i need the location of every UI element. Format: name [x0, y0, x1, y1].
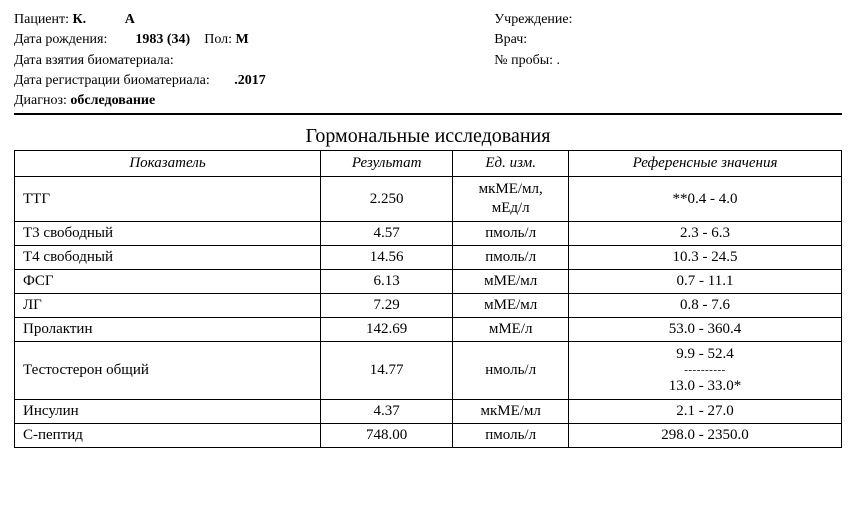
lab-report: Пациент: К. А Дата рождения: 1983 (34) П…	[14, 10, 842, 448]
diagnosis-label: Диагноз:	[14, 93, 70, 108]
reg-date-value: .2017	[234, 73, 266, 88]
table-body: ТТГ2.250мкМЕ/мл,мЕд/л**0.4 - 4.0Т3 свобо…	[15, 177, 842, 448]
table-row: С-пептид748.00пмоль/л298.0 - 2350.0	[15, 424, 842, 448]
cell-result: 4.37	[320, 400, 452, 424]
cell-name: ЛГ	[15, 293, 321, 317]
cell-unit: мкМЕ/мл	[453, 400, 569, 424]
patient-label: Пациент:	[14, 12, 73, 27]
cell-name: Т4 свободный	[15, 245, 321, 269]
cell-reference: **0.4 - 4.0	[569, 177, 842, 222]
cell-result: 142.69	[320, 317, 452, 341]
cell-unit: пмоль/л	[453, 245, 569, 269]
col-name: Показатель	[15, 151, 321, 177]
cell-name: Т3 свободный	[15, 221, 321, 245]
cell-reference: 9.9 - 52.4----------13.0 - 33.0*	[569, 341, 842, 399]
cell-unit: мМЕ/мл	[453, 293, 569, 317]
sex-label: Пол:	[204, 32, 235, 47]
institution-label: Учреждение:	[494, 12, 572, 27]
cell-reference: 0.8 - 7.6	[569, 293, 842, 317]
table-header-row: Показатель Результат Ед. изм. Референсны…	[15, 151, 842, 177]
header-block: Пациент: К. А Дата рождения: 1983 (34) П…	[14, 10, 842, 125]
patient-value-1: К.	[73, 12, 87, 27]
cell-unit: мкМЕ/мл,мЕд/л	[453, 177, 569, 222]
cell-name: С-пептид	[15, 424, 321, 448]
col-result: Результат	[320, 151, 452, 177]
dob-value: 1983 (34)	[135, 32, 190, 47]
cell-name: ТТГ	[15, 177, 321, 222]
header-right: Учреждение: Врач: № пробы: .	[494, 10, 842, 91]
cell-reference: 53.0 - 360.4	[569, 317, 842, 341]
sample-date-label: Дата взятия биоматериала:	[14, 53, 174, 68]
cell-result: 2.250	[320, 177, 452, 222]
cell-reference: 0.7 - 11.1	[569, 269, 842, 293]
institution-line: Учреждение:	[494, 10, 842, 30]
cell-reference: 2.1 - 27.0	[569, 400, 842, 424]
cell-name: Пролактин	[15, 317, 321, 341]
col-unit: Ед. изм.	[453, 151, 569, 177]
reg-date-label: Дата регистрации биоматериала:	[14, 73, 210, 88]
table-row: Пролактин142.69мМЕ/л53.0 - 360.4	[15, 317, 842, 341]
doctor-line: Врач:	[494, 30, 842, 50]
table-row: Т3 свободный4.57пмоль/л2.3 - 6.3	[15, 221, 842, 245]
diagnosis-line: Диагноз: обследование	[14, 91, 842, 115]
cell-name: Тестостерон общий	[15, 341, 321, 399]
cell-result: 7.29	[320, 293, 452, 317]
cell-reference: 2.3 - 6.3	[569, 221, 842, 245]
cell-result: 14.56	[320, 245, 452, 269]
cell-result: 14.77	[320, 341, 452, 399]
sample-no-label: № пробы: .	[494, 53, 560, 68]
sample-date-line: Дата взятия биоматериала:	[14, 51, 494, 71]
table-row: ЛГ7.29мМЕ/мл0.8 - 7.6	[15, 293, 842, 317]
table-row: Т4 свободный14.56пмоль/л10.3 - 24.5	[15, 245, 842, 269]
reg-date-line: Дата регистрации биоматериала: .2017	[14, 71, 494, 91]
table-row: Тестостерон общий14.77нмоль/л9.9 - 52.4-…	[15, 341, 842, 399]
cell-name: Инсулин	[15, 400, 321, 424]
cell-name: ФСГ	[15, 269, 321, 293]
cell-unit: мМЕ/л	[453, 317, 569, 341]
lab-table: Показатель Результат Ед. изм. Референсны…	[14, 150, 842, 448]
col-reference: Референсные значения	[569, 151, 842, 177]
section-title: Гормональные исследования	[14, 125, 842, 150]
patient-line: Пациент: К. А	[14, 10, 494, 30]
sex-value: М	[236, 32, 249, 47]
cell-unit: пмоль/л	[453, 221, 569, 245]
cell-result: 4.57	[320, 221, 452, 245]
table-row: ФСГ6.13мМЕ/мл0.7 - 11.1	[15, 269, 842, 293]
cell-reference: 298.0 - 2350.0	[569, 424, 842, 448]
cell-unit: пмоль/л	[453, 424, 569, 448]
dob-line: Дата рождения: 1983 (34) Пол: М	[14, 30, 494, 50]
dob-label: Дата рождения:	[14, 32, 107, 47]
cell-reference: 10.3 - 24.5	[569, 245, 842, 269]
diagnosis-value: обследование	[70, 93, 155, 108]
doctor-label: Врач:	[494, 32, 527, 47]
table-row: ТТГ2.250мкМЕ/мл,мЕд/л**0.4 - 4.0	[15, 177, 842, 222]
cell-result: 748.00	[320, 424, 452, 448]
table-row: Инсулин4.37мкМЕ/мл2.1 - 27.0	[15, 400, 842, 424]
cell-unit: мМЕ/мл	[453, 269, 569, 293]
cell-unit: нмоль/л	[453, 341, 569, 399]
sample-no-line: № пробы: .	[494, 51, 842, 71]
cell-result: 6.13	[320, 269, 452, 293]
patient-value-2: А	[125, 12, 135, 27]
header-left: Пациент: К. А Дата рождения: 1983 (34) П…	[14, 10, 494, 91]
